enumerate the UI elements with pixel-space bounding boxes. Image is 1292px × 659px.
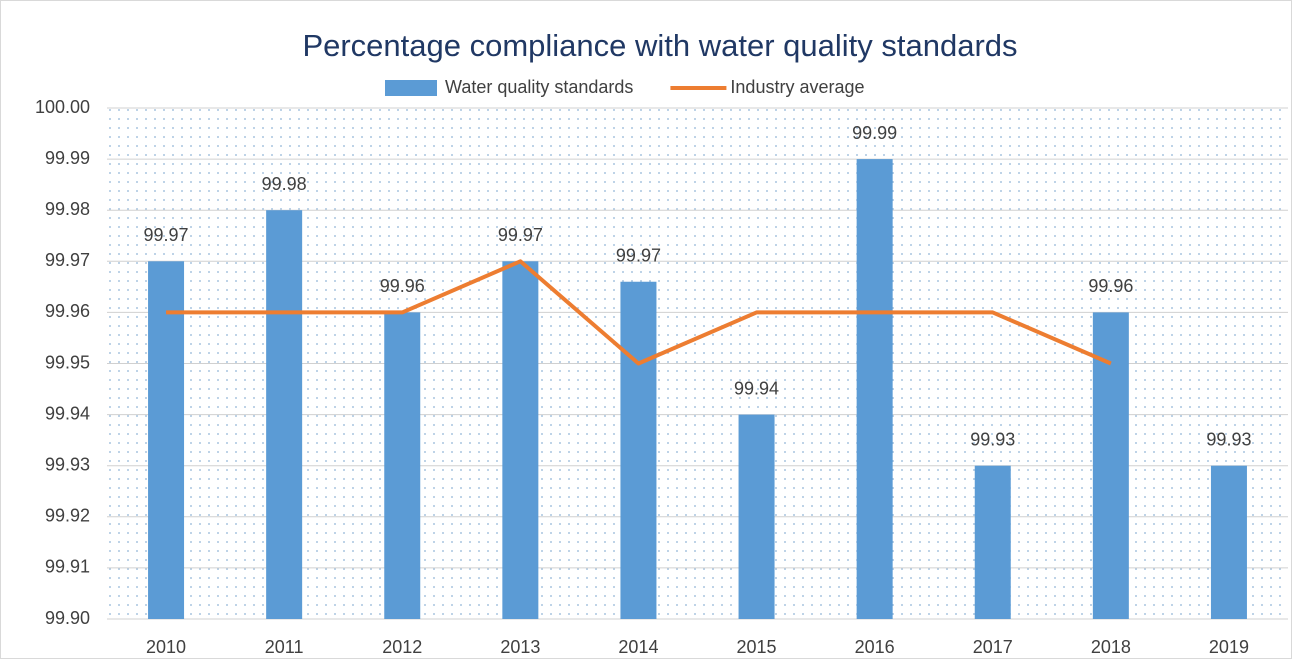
data-label: 99.99: [852, 123, 897, 143]
bar: [974, 465, 1011, 619]
x-tick-label: 2018: [1091, 637, 1131, 657]
y-tick-label: 99.96: [45, 301, 90, 321]
data-label: 99.98: [262, 174, 307, 194]
bar: [266, 210, 303, 619]
bar: [1210, 465, 1247, 619]
y-tick-label: 99.98: [45, 199, 90, 219]
y-tick-label: 99.97: [45, 250, 90, 270]
bar: [384, 312, 421, 619]
y-tick-label: 99.99: [45, 148, 90, 168]
legend-swatch: [385, 80, 437, 96]
y-tick-label: 99.91: [45, 557, 90, 577]
y-tick-label: 99.90: [45, 608, 90, 628]
x-tick-label: 2015: [737, 637, 777, 657]
data-label: 99.93: [970, 429, 1015, 449]
x-tick-label: 2011: [265, 637, 304, 657]
chart-title: Percentage compliance with water quality…: [302, 28, 1017, 63]
data-label: 99.96: [1088, 276, 1133, 296]
data-label: 99.96: [380, 276, 425, 296]
legend-label: Water quality standards: [445, 77, 633, 97]
x-tick-label: 2014: [618, 637, 658, 657]
bar: [620, 281, 657, 619]
data-label: 99.97: [616, 245, 661, 265]
x-tick-label: 2017: [973, 637, 1013, 657]
x-tick-label: 2016: [855, 637, 895, 657]
data-label: 99.93: [1206, 429, 1251, 449]
x-tick-label: 2012: [382, 637, 422, 657]
y-tick-label: 99.93: [45, 454, 90, 474]
y-tick-label: 100.00: [35, 97, 90, 117]
data-label: 99.97: [498, 225, 543, 245]
data-label: 99.94: [734, 378, 779, 398]
x-tick-label: 2010: [146, 637, 186, 657]
x-tick-label: 2013: [500, 637, 540, 657]
bar: [148, 261, 185, 619]
bar: [856, 159, 893, 619]
x-tick-label: 2019: [1209, 637, 1249, 657]
legend-label: Industry average: [730, 77, 864, 97]
y-tick-label: 99.92: [45, 506, 90, 526]
bar: [738, 414, 775, 619]
data-label: 99.97: [144, 225, 189, 245]
line: [166, 259, 1112, 366]
bar: [502, 261, 539, 619]
y-tick-label: 99.94: [45, 403, 90, 423]
y-tick-label: 99.95: [45, 352, 90, 372]
